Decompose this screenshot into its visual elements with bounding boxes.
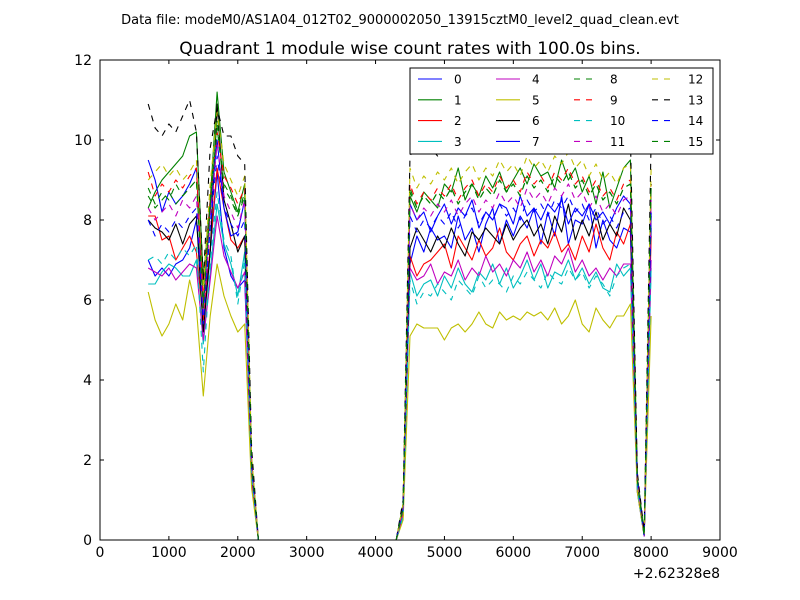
series-line-15 <box>147 127 652 540</box>
y-tick-label: 10 <box>74 133 92 149</box>
figure-suptitle: Data file: modeM0/AS1A04_012T02_90000020… <box>121 13 679 28</box>
legend-label-14: 14 <box>688 114 703 128</box>
series-line-11 <box>147 143 652 540</box>
y-tick-label: 6 <box>83 293 92 309</box>
legend-box <box>409 67 714 155</box>
legend-label-4: 4 <box>532 73 540 87</box>
legend-label-6: 6 <box>532 114 540 128</box>
axes: 0 1000 2000 3000 4000 5000 6000 7000 8000 9000 0 2 4… <box>74 53 738 561</box>
series-line-5 <box>147 263 652 540</box>
y-tick-label: 0 <box>83 533 92 549</box>
legend-label-12: 12 <box>688 73 703 87</box>
y-tick-label: 12 <box>74 53 92 69</box>
legend-label-1: 1 <box>454 93 462 107</box>
x-tick-label: 8000 <box>633 545 669 561</box>
y-tick-label: 8 <box>83 213 92 229</box>
y-tick-label: 4 <box>83 373 92 389</box>
legend-label-11: 11 <box>610 135 625 149</box>
y-tick-label: 2 <box>83 453 92 469</box>
x-tick-label: 4000 <box>358 545 394 561</box>
chart-title: Quadrant 1 module wise count rates with … <box>179 39 640 59</box>
series-line-4 <box>147 215 652 540</box>
legend-label-7: 7 <box>532 135 540 149</box>
legend-label-3: 3 <box>454 135 462 149</box>
legend-label-0: 0 <box>454 73 462 87</box>
x-tick-label: 7000 <box>564 545 600 561</box>
x-tick-label: 5000 <box>427 545 463 561</box>
x-tick-label: 2000 <box>220 545 256 561</box>
x-tick-label: 1000 <box>151 545 187 561</box>
x-tick-label: 0 <box>96 545 105 561</box>
series-line-7 <box>147 139 652 540</box>
legend-label-13: 13 <box>688 93 703 107</box>
legend-label-8: 8 <box>610 73 618 87</box>
series-line-2 <box>148 167 652 540</box>
legend-label-9: 9 <box>610 93 618 107</box>
series-line-0 <box>147 171 652 540</box>
legend-label-2: 2 <box>454 114 462 128</box>
x-tick-label: 6000 <box>496 545 532 561</box>
plot-area <box>147 91 652 540</box>
series-line-14 <box>147 155 652 540</box>
series-line-10 <box>147 191 652 540</box>
series-line-8 <box>147 119 652 540</box>
legend-label-5: 5 <box>532 93 540 107</box>
x-tick-label: 3000 <box>289 545 325 561</box>
legend-label-15: 15 <box>688 135 703 149</box>
x-tick-label: 9000 <box>702 545 738 561</box>
x-offset-text: +2.62328e8 <box>633 566 720 582</box>
legend-label-10: 10 <box>610 114 625 128</box>
